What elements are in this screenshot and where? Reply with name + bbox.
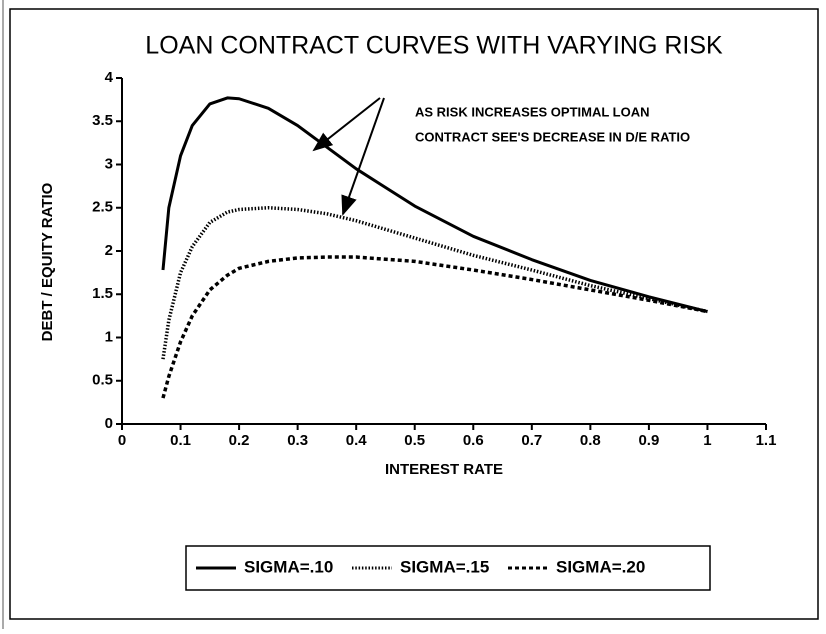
x-tick-label: 0.3 <box>287 432 308 449</box>
chart-title: LOAN CONTRACT CURVES WITH VARYING RISK <box>145 32 723 60</box>
x-tick-label: 0.7 <box>521 432 542 449</box>
legend-label: SIGMA=.20 <box>556 557 645 576</box>
x-tick-label: 0.6 <box>463 432 484 449</box>
x-tick-label: 0.9 <box>638 432 659 449</box>
y-tick-label: 0 <box>105 415 113 432</box>
annotation: AS RISK INCREASES OPTIMAL LOAN <box>415 104 650 119</box>
frame <box>9 8 819 620</box>
x-axis-label: INTEREST RATE <box>385 461 503 478</box>
y-tick-label: 3.5 <box>92 112 113 129</box>
y-tick-label: 2.5 <box>92 199 113 216</box>
x-tick-label: 1 <box>703 432 711 449</box>
y-tick-label: 0.5 <box>92 372 113 389</box>
y-tick-label: 1 <box>105 328 113 345</box>
series-line <box>161 206 708 360</box>
x-tick-label: 0.8 <box>580 432 601 449</box>
annotation: CONTRACT SEE'S DECREASE IN D/E RATIO <box>415 129 690 144</box>
series-line <box>161 255 708 399</box>
y-tick-label: 1.5 <box>92 285 113 302</box>
x-tick-label: 0 <box>118 432 126 449</box>
x-tick-label: 1.1 <box>756 432 777 449</box>
y-tick-label: 4 <box>105 69 114 86</box>
legend-box <box>185 545 711 591</box>
arrow <box>312 97 381 152</box>
legend-label: SIGMA=.10 <box>244 557 333 576</box>
y-axis-label: DEBT / EQUITY RATIO <box>39 182 56 341</box>
y-tick-label: 3 <box>105 155 113 172</box>
series-line <box>161 96 708 314</box>
x-tick-label: 0.2 <box>229 432 250 449</box>
arrow <box>341 97 385 216</box>
x-tick-label: 0.1 <box>170 432 191 449</box>
x-tick-label: 0.4 <box>346 432 368 449</box>
x-tick-label: 0.5 <box>404 432 425 449</box>
legend-label: SIGMA=.15 <box>400 557 489 576</box>
y-tick-label: 2 <box>105 242 113 259</box>
